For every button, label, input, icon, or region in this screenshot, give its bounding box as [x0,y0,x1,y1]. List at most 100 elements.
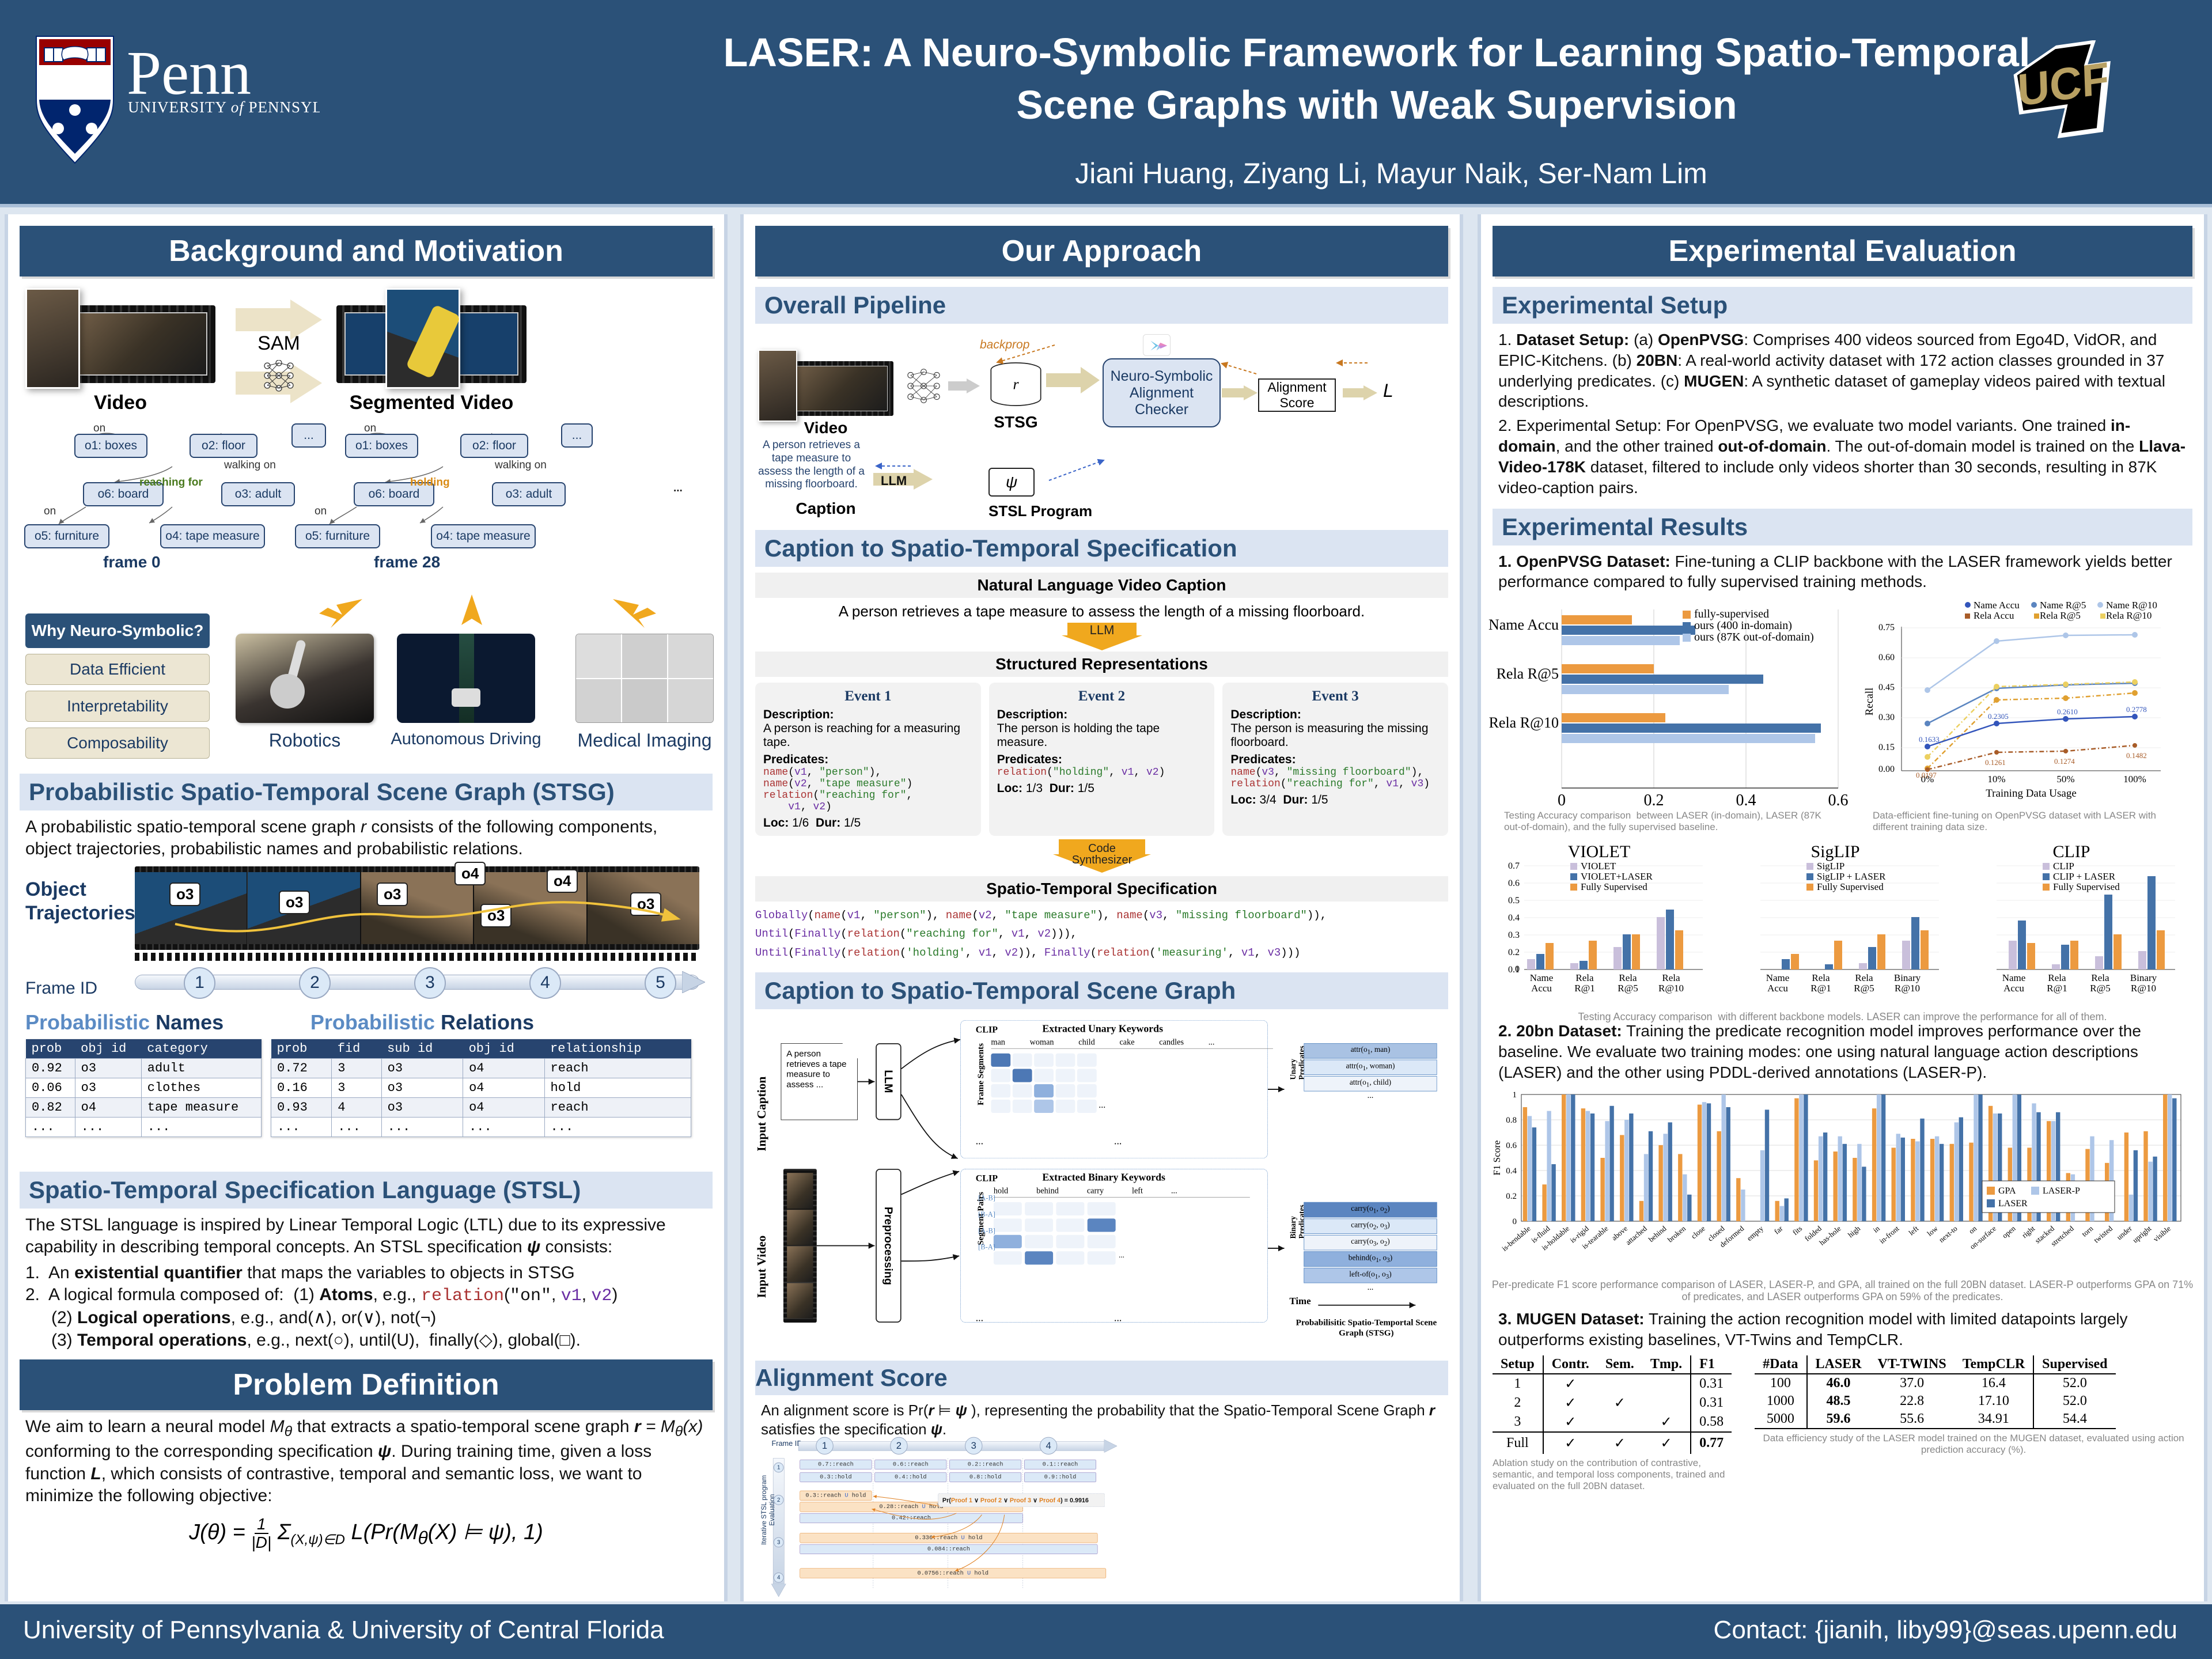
svg-text:Fully Supervised: Fully Supervised [2053,881,2120,892]
svg-text:VIOLET: VIOLET [1568,846,1630,861]
svg-text:Name: Name [1530,972,1554,983]
svg-text:0.4: 0.4 [1506,1166,1517,1176]
svg-text:open: open [2001,1224,2017,1240]
svg-text:SigLIP: SigLIP [1817,861,1844,872]
svg-text:0.1633: 0.1633 [1919,735,1940,744]
svg-text:empty: empty [1745,1224,1765,1243]
svg-text:Rela: Rela [1812,972,1830,983]
svg-text:ours (87K out-of-domain): ours (87K out-of-domain) [1694,631,1814,643]
svg-text:0: 0 [1513,1217,1517,1226]
svg-text:0.60: 0.60 [1878,653,1895,662]
svg-text:Binary: Binary [2130,972,2157,983]
svg-text:0.4: 0.4 [1508,913,1520,923]
svg-text:Name: Name [1766,972,1790,983]
svg-text:LASER: LASER [1998,1199,2028,1209]
svg-text:Rela: Rela [1619,972,1637,983]
svg-text:VIOLET+LASER: VIOLET+LASER [1581,871,1653,882]
svg-text:R@10: R@10 [1895,983,1920,994]
svg-text:next-to: next-to [1937,1224,1959,1244]
svg-text:0.1482: 0.1482 [2126,751,2147,760]
svg-text:on: on [1967,1224,1979,1235]
svg-text:R@5: R@5 [1854,983,1874,994]
svg-text:0.30: 0.30 [1878,713,1895,722]
svg-text:twisted: twisted [2092,1224,2115,1244]
svg-text:0.0197: 0.0197 [1916,771,1937,779]
svg-text:ours (400 in-domain): ours (400 in-domain) [1694,619,1792,632]
svg-text:0.2: 0.2 [1506,1192,1517,1201]
svg-text:left: left [1907,1224,1920,1237]
svg-text:in: in [1872,1224,1882,1234]
svg-text:is-bendable: is-bendable [1500,1224,1532,1252]
svg-text:0.4: 0.4 [1736,791,1756,809]
svg-text:Accu: Accu [1531,983,1552,994]
svg-text:Name: Name [2002,972,2026,983]
svg-text:low: low [1925,1224,1940,1237]
svg-text:CLIP: CLIP [2053,861,2074,872]
svg-text:100%: 100% [2123,774,2146,785]
svg-text:GPA: GPA [1998,1186,2016,1196]
svg-text:0.1261: 0.1261 [1985,758,2006,767]
svg-text:0.6: 0.6 [1506,1141,1517,1150]
svg-text:torn: torn [2080,1224,2095,1238]
svg-text:0.2610: 0.2610 [2057,707,2078,716]
svg-text:0.8: 0.8 [1506,1116,1517,1125]
svg-text:0.45: 0.45 [1878,683,1895,692]
svg-text:R@1: R@1 [2047,983,2067,994]
svg-text:Rela R@10: Rela R@10 [2106,610,2152,621]
svg-text:Fully Supervised: Fully Supervised [1817,881,1884,892]
svg-text:Training Data Usage: Training Data Usage [1986,787,2077,800]
svg-text:Accu: Accu [1767,983,1788,994]
svg-text:Rela: Rela [2048,972,2066,983]
svg-text:visible: visible [2152,1224,2172,1243]
svg-text:0.00: 0.00 [1878,764,1895,774]
svg-text:LLM: LLM [1089,623,1114,637]
svg-text:R@10: R@10 [2131,983,2156,994]
svg-text:0.6: 0.6 [1828,791,1849,809]
svg-text:0.2305: 0.2305 [1988,712,2009,721]
svg-text:Recall: Recall [1863,688,1876,716]
svg-text:0: 0 [1558,791,1566,809]
svg-text:Accu: Accu [2003,983,2024,994]
svg-text:0.5: 0.5 [1508,896,1520,906]
svg-text:VIOLET: VIOLET [1581,861,1616,872]
svg-text:broken: broken [1666,1224,1688,1244]
svg-text:0: 0 [1515,964,1520,974]
svg-text:far: far [1772,1224,1785,1236]
svg-text:fits: fits [1791,1224,1804,1237]
svg-text:Name Accu: Name Accu [1488,616,1559,633]
svg-text:0.3: 0.3 [1508,930,1520,940]
svg-text:50%: 50% [2056,774,2074,785]
svg-text:Name R@10: Name R@10 [2106,600,2157,611]
svg-text:1: 1 [1513,1090,1517,1100]
svg-text:0.2: 0.2 [1644,791,1664,809]
svg-text:Rela: Rela [1662,972,1680,983]
svg-text:0.6: 0.6 [1508,878,1520,888]
svg-text:Rela: Rela [1855,972,1873,983]
svg-text:Rela Accu: Rela Accu [1974,610,2014,621]
svg-text:Binary: Binary [1894,972,1921,983]
svg-text:Code: Code [1088,842,1116,855]
svg-text:LASER-P: LASER-P [2043,1186,2080,1196]
svg-text:R@10: R@10 [1658,983,1684,994]
svg-text:Rela: Rela [2091,972,2109,983]
svg-text:has-hole: has-hole [1817,1224,1843,1247]
svg-text:behind: behind [1647,1224,1668,1244]
svg-text:0.2778: 0.2778 [2126,705,2147,714]
svg-text:Name Accu: Name Accu [1974,600,2020,611]
svg-text:0.1274: 0.1274 [2054,757,2075,766]
svg-text:R@5: R@5 [2090,983,2111,994]
svg-text:R@1: R@1 [1574,983,1595,994]
svg-text:Rela R@5: Rela R@5 [2040,610,2081,621]
svg-text:R@5: R@5 [1618,983,1638,994]
svg-text:close: close [1690,1224,1707,1240]
svg-text:r: r [1013,376,1019,393]
svg-text:high: high [1846,1224,1862,1239]
svg-text:Rela R@5: Rela R@5 [1497,665,1559,682]
svg-text:SigLIP + LASER: SigLIP + LASER [1817,871,1886,882]
svg-text:0.15: 0.15 [1878,743,1895,752]
svg-text:attached: attached [1624,1224,1649,1247]
svg-text:SigLIP: SigLIP [1810,846,1859,861]
svg-text:in-front: in-front [1878,1224,1901,1245]
svg-text:Fully Supervised: Fully Supervised [1581,881,1647,892]
svg-text:Rela R@10: Rela R@10 [1489,714,1559,731]
